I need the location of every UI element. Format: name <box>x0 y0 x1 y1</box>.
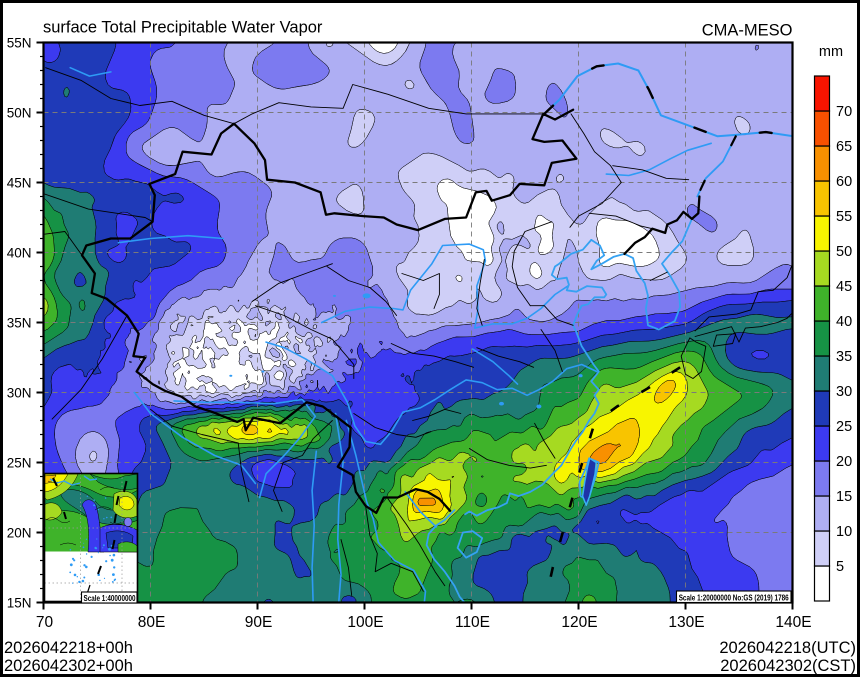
svg-text:120E: 120E <box>561 614 597 631</box>
svg-text:40: 40 <box>836 314 852 330</box>
svg-text:35N: 35N <box>7 316 32 331</box>
svg-text:50: 50 <box>836 244 852 260</box>
svg-text:30N: 30N <box>7 386 32 401</box>
svg-text:15: 15 <box>836 489 852 505</box>
svg-text:30: 30 <box>836 384 852 400</box>
svg-text:surface Total Precipitable Wat: surface Total Precipitable Water Vapor <box>43 19 323 37</box>
svg-text:25N: 25N <box>7 456 32 471</box>
svg-text:20N: 20N <box>7 526 32 541</box>
svg-text:45: 45 <box>836 279 852 295</box>
svg-text:10: 10 <box>836 524 852 540</box>
svg-text:80E: 80E <box>138 614 166 631</box>
svg-text:70: 70 <box>36 614 54 631</box>
svg-text:60: 60 <box>836 174 852 190</box>
svg-text:40N: 40N <box>7 246 32 261</box>
svg-text:2026042218+00h: 2026042218+00h <box>4 639 133 657</box>
svg-text:55: 55 <box>836 209 852 225</box>
svg-text:mm: mm <box>819 44 843 60</box>
svg-text:Scale 1:20000000 No:GS (2019): Scale 1:20000000 No:GS (2019) 1786 <box>679 593 790 602</box>
svg-text:15N: 15N <box>7 596 32 611</box>
svg-text:90E: 90E <box>245 614 273 631</box>
svg-text:2026042218(UTC): 2026042218(UTC) <box>719 639 856 657</box>
svg-text:110E: 110E <box>455 614 490 631</box>
svg-text:130E: 130E <box>668 614 704 631</box>
svg-text:35: 35 <box>836 349 852 365</box>
svg-text:70: 70 <box>836 104 852 120</box>
svg-text:Scale 1:40000000: Scale 1:40000000 <box>84 594 137 603</box>
svg-text:5: 5 <box>836 559 844 575</box>
svg-text:55N: 55N <box>7 36 32 51</box>
svg-text:100E: 100E <box>347 614 383 631</box>
svg-text:2026042302+00h: 2026042302+00h <box>4 657 133 675</box>
svg-text:25: 25 <box>836 419 852 435</box>
svg-text:50N: 50N <box>7 106 32 121</box>
svg-text:2026042302(CST): 2026042302(CST) <box>720 657 856 675</box>
svg-text:20: 20 <box>836 454 852 470</box>
svg-text:45N: 45N <box>7 176 32 191</box>
svg-text:140E: 140E <box>775 614 811 631</box>
svg-text:65: 65 <box>836 139 852 155</box>
svg-text:CMA-MESO: CMA-MESO <box>702 22 793 40</box>
